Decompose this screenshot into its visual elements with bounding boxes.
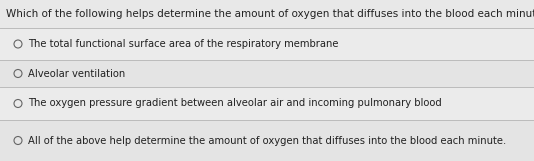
Text: The total functional surface area of the respiratory membrane: The total functional surface area of the… [28,39,339,49]
Bar [0,120,534,161]
Bar [0,60,534,87]
Text: All of the above help determine the amount of oxygen that diffuses into the bloo: All of the above help determine the amou… [28,136,506,146]
Bar [0,87,534,120]
Text: Alveolar ventilation: Alveolar ventilation [28,68,125,79]
Text: Which of the following helps determine the amount of oxygen that diffuses into t: Which of the following helps determine t… [6,9,534,19]
Bar [0,0,534,28]
Text: The oxygen pressure gradient between alveolar air and incoming pulmonary blood: The oxygen pressure gradient between alv… [28,99,442,109]
Bar [0,28,534,60]
